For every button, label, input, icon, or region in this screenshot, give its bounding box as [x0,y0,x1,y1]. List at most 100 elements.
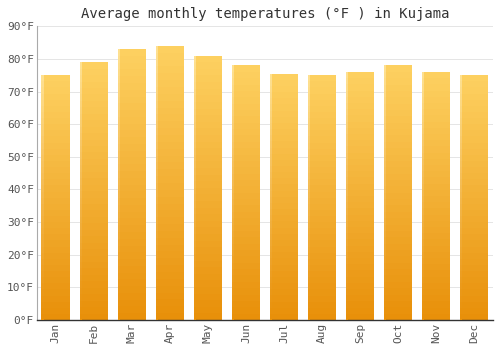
Bar [422,78,450,84]
Bar [118,225,120,232]
Bar [194,188,222,195]
Bar [232,250,260,257]
Bar [308,228,310,235]
Bar [118,131,146,137]
Bar [80,210,82,217]
Bar [232,269,260,275]
Bar [156,217,158,224]
Bar [80,249,108,256]
Bar [270,178,298,184]
Bar [232,218,234,225]
Bar [308,155,310,161]
Bar [346,153,348,159]
Bar [384,167,412,174]
Bar [346,215,348,221]
Bar [156,203,158,210]
Bar [194,260,222,267]
Bar [232,123,260,129]
Bar [156,210,184,217]
Bar [232,85,234,91]
Bar [460,136,462,142]
Bar [422,78,424,84]
Bar [384,282,412,288]
Bar [384,129,412,135]
Bar [80,146,82,153]
Bar [80,262,108,268]
Bar [270,98,298,104]
Bar [346,109,348,116]
Bar [194,294,196,300]
Bar [346,202,374,208]
Bar [80,94,108,101]
Bar [422,221,424,227]
Bar [194,241,196,247]
Bar [346,159,374,165]
Bar [118,191,146,198]
Bar [460,167,488,173]
Bar [460,179,488,186]
Bar [194,234,222,241]
Bar [118,97,146,103]
Bar [80,243,108,249]
Bar [42,112,70,118]
Bar [346,116,374,121]
Bar [460,308,488,314]
Bar [346,252,374,258]
Bar [422,103,450,109]
Bar [308,118,336,124]
Bar [422,165,450,171]
Bar [270,203,272,209]
Bar [460,81,488,88]
Bar [460,222,488,228]
Bar [80,262,82,268]
Bar [460,155,488,161]
Bar [194,108,196,115]
Bar [80,301,108,307]
Bar [118,205,146,212]
Bar [156,142,184,149]
Bar [346,134,374,140]
Bar [194,62,196,69]
Bar [270,154,272,160]
Bar [156,94,184,101]
Bar [346,295,348,301]
Bar [308,308,310,314]
Bar [422,227,450,233]
Bar [42,216,70,222]
Bar [384,161,412,167]
Bar [118,164,120,171]
Bar [422,208,424,215]
Bar [194,76,196,82]
Bar [156,190,158,197]
Bar [460,216,488,222]
Bar [422,227,424,233]
Bar [270,302,272,308]
Bar [422,264,450,271]
Bar [194,208,196,214]
Bar [232,314,260,320]
Bar [232,174,260,180]
Bar [42,247,44,253]
Bar [194,69,196,76]
Bar [194,280,196,287]
Bar [422,271,450,276]
Bar [308,100,336,106]
Bar [346,289,348,295]
Bar [422,97,450,103]
Bar [42,130,44,136]
Bar [118,212,146,218]
Bar [460,204,488,210]
Bar [194,181,222,188]
Bar [422,283,424,289]
Bar [42,118,70,124]
Bar [270,148,298,154]
Bar [156,286,184,293]
Bar [194,95,196,102]
Bar [118,286,120,293]
Bar [384,218,412,225]
Bar [270,117,298,123]
Bar [270,265,298,271]
Bar [422,252,424,258]
Bar [118,198,146,205]
Bar [384,142,386,148]
